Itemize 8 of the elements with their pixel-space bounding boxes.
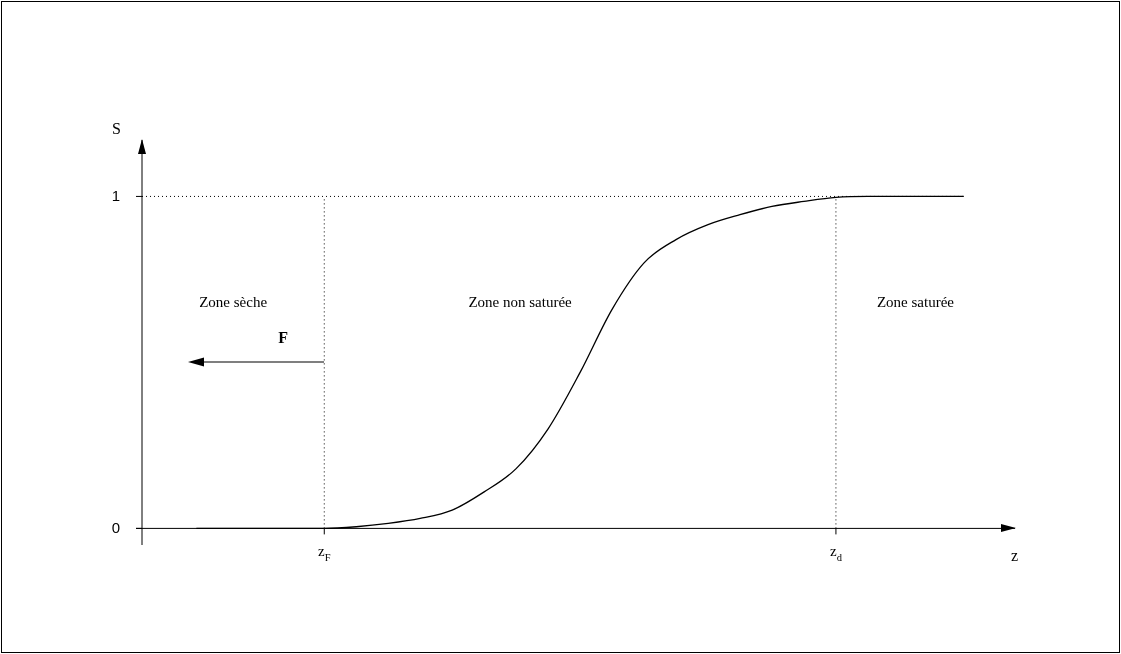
annotation: Zone saturée (876, 293, 955, 310)
annotation: Zone sèche (199, 293, 268, 310)
y-axis-title: S (112, 120, 121, 138)
y-tick-label: 0 (111, 518, 120, 536)
annotation: F (278, 329, 289, 347)
x-axis-title: z (1011, 546, 1019, 564)
y-tick-label: 1 (111, 186, 120, 204)
annotation: Zone non saturée (468, 293, 573, 310)
